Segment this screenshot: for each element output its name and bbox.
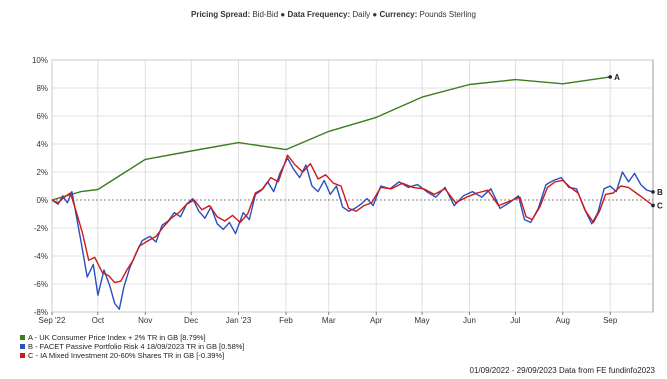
y-tick-label: 0% (36, 196, 48, 205)
y-tick-label: 10% (32, 56, 48, 65)
frequency-value: Daily (352, 10, 371, 19)
x-tick-label: Oct (92, 316, 105, 325)
x-tick-label: Jul (510, 316, 520, 325)
series-line-c (51, 154, 654, 284)
chart-legend: A - UK Consumer Price Index + 2% TR in G… (20, 333, 245, 360)
x-tick-label: Jan '23 (226, 316, 252, 325)
legend-swatch-a (20, 335, 25, 340)
legend-item-c[interactable]: C - IA Mixed Investment 20-60% Shares TR… (20, 351, 245, 360)
y-tick-label: -2% (34, 224, 48, 233)
x-tick-label: Mar (322, 316, 336, 325)
legend-label-c: C - IA Mixed Investment 20-60% Shares TR… (28, 351, 225, 360)
plot-area (51, 59, 654, 313)
series-line-b (51, 157, 654, 310)
y-tick-label: 4% (36, 140, 48, 149)
legend-label-a: A - UK Consumer Price Index + 2% TR in G… (28, 333, 206, 342)
frequency-label: Data Frequency: (287, 10, 351, 19)
legend-item-b[interactable]: B - FACET Passive Portfolio Risk 4 18/09… (20, 342, 245, 351)
x-tick-label: Sep (603, 316, 618, 325)
y-tick-label: 6% (36, 112, 48, 121)
x-tick-label: Dec (184, 316, 198, 325)
spread-label: Pricing Spread: (191, 10, 251, 19)
series-end-label-a: A (614, 73, 620, 82)
bullet-1: ● (280, 10, 286, 19)
y-tick-label: 2% (36, 168, 48, 177)
x-tick-label: Nov (138, 316, 152, 325)
x-tick-label: Sep '22 (39, 316, 66, 325)
spread-value: Bid-Bid (252, 10, 279, 19)
series-end-marker-c (651, 203, 655, 208)
y-tick-label: -8% (34, 308, 48, 317)
series-end-marker-b (651, 190, 655, 194)
x-tick-label: May (415, 316, 430, 325)
chart-header: Pricing Spread: Bid-Bid ● Data Frequency… (0, 10, 667, 19)
legend-swatch-b (20, 344, 25, 349)
y-tick-label: -6% (34, 280, 48, 289)
x-tick-label: Feb (279, 316, 293, 325)
legend-label-b: B - FACET Passive Portfolio Risk 4 18/09… (28, 342, 245, 351)
series-end-marker-a (608, 75, 612, 79)
x-tick-label: Aug (556, 316, 570, 325)
series-end-label-b: B (657, 188, 663, 197)
y-tick-label: -4% (34, 252, 48, 261)
series-line-a (51, 76, 611, 201)
data-source-footer: 01/09/2022 - 29/09/2023 Data from FE fun… (469, 366, 655, 375)
currency-value: Pounds Sterling (419, 10, 476, 19)
series-end-label-c: C (657, 201, 663, 210)
y-tick-label: 8% (36, 84, 48, 93)
x-tick-label: Apr (370, 316, 383, 325)
bullet-2: ● (372, 10, 378, 19)
currency-label: Currency: (379, 10, 418, 19)
x-tick-label: Jun (463, 316, 476, 325)
legend-item-a[interactable]: A - UK Consumer Price Index + 2% TR in G… (20, 333, 245, 342)
legend-swatch-c (20, 353, 25, 358)
